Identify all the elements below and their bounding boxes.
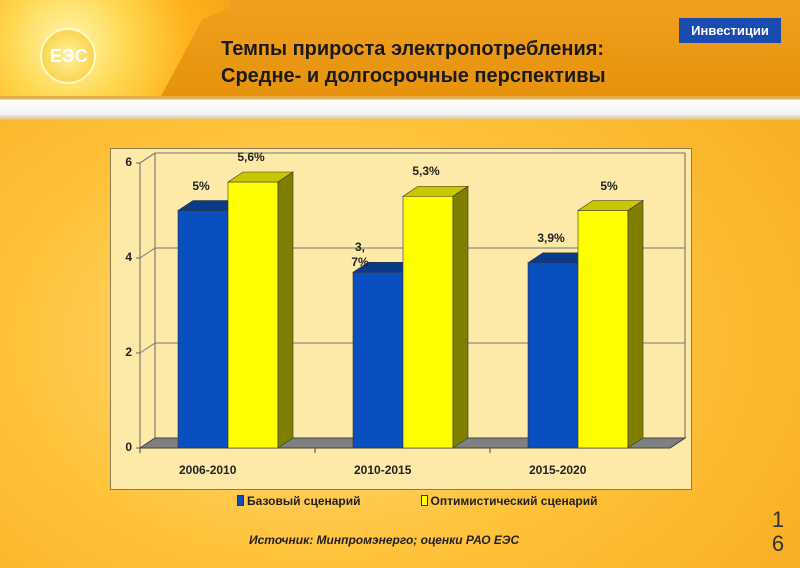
gridline-side bbox=[139, 247, 156, 259]
company-logo: ЕЭС bbox=[40, 28, 96, 84]
y-tick-label: 0 bbox=[125, 440, 132, 454]
section-badge[interactable]: Инвестиции bbox=[679, 18, 781, 43]
x-category-label: 2015-2020 bbox=[529, 463, 587, 477]
page-title: Темпы прироста электропотребления: Средн… bbox=[221, 36, 606, 90]
data-label: 5,3% bbox=[412, 164, 440, 179]
legend-swatch-base bbox=[237, 495, 244, 506]
floor-edge bbox=[669, 437, 686, 449]
bar-side-1-1 bbox=[452, 185, 469, 449]
legend-item-optimistic: Оптимистический сценарий bbox=[420, 494, 598, 508]
y-tick-label: 4 bbox=[125, 250, 132, 264]
legend-label-optimistic: Оптимистический сценарий bbox=[430, 494, 598, 508]
x-category-label: 2006-2010 bbox=[179, 463, 237, 477]
data-label: 5% bbox=[192, 178, 210, 193]
chart-legend: Базовый сценарий Оптимистический сценари… bbox=[237, 494, 598, 508]
page-number: 16 bbox=[771, 507, 785, 556]
source-note: Источник: Минпромэнерго; оценки РАО ЕЭС bbox=[249, 533, 520, 547]
bar-1-0 bbox=[227, 181, 279, 449]
bar-side-1-2 bbox=[627, 199, 644, 449]
data-label: 5% bbox=[600, 178, 618, 193]
bar-side-1-0 bbox=[277, 171, 294, 449]
data-label: 5,6% bbox=[237, 150, 265, 164]
title-line-1: Темпы прироста электропотребления: bbox=[221, 38, 605, 60]
data-label: 3,7% bbox=[351, 240, 369, 270]
bar-0-1 bbox=[352, 271, 404, 449]
bar-1-2 bbox=[577, 210, 629, 449]
title-line-2: Средне- и долгосрочные перспективы bbox=[221, 65, 606, 87]
y-tick-label: 2 bbox=[125, 345, 132, 359]
bar-0-0 bbox=[177, 210, 229, 449]
bar-0-2 bbox=[527, 262, 579, 449]
gridline-side bbox=[139, 342, 156, 354]
legend-swatch-optimistic bbox=[420, 495, 428, 506]
data-label: 3,9% bbox=[537, 230, 565, 245]
gridline-side bbox=[139, 152, 156, 164]
x-category-label: 2010-2015 bbox=[354, 463, 412, 477]
bar-1-1 bbox=[402, 195, 454, 449]
header-divider bbox=[0, 96, 800, 120]
legend-label-base: Базовый сценарий bbox=[247, 494, 361, 508]
y-tick-label: 6 bbox=[125, 155, 132, 169]
legend-item-base: Базовый сценарий bbox=[237, 494, 361, 508]
